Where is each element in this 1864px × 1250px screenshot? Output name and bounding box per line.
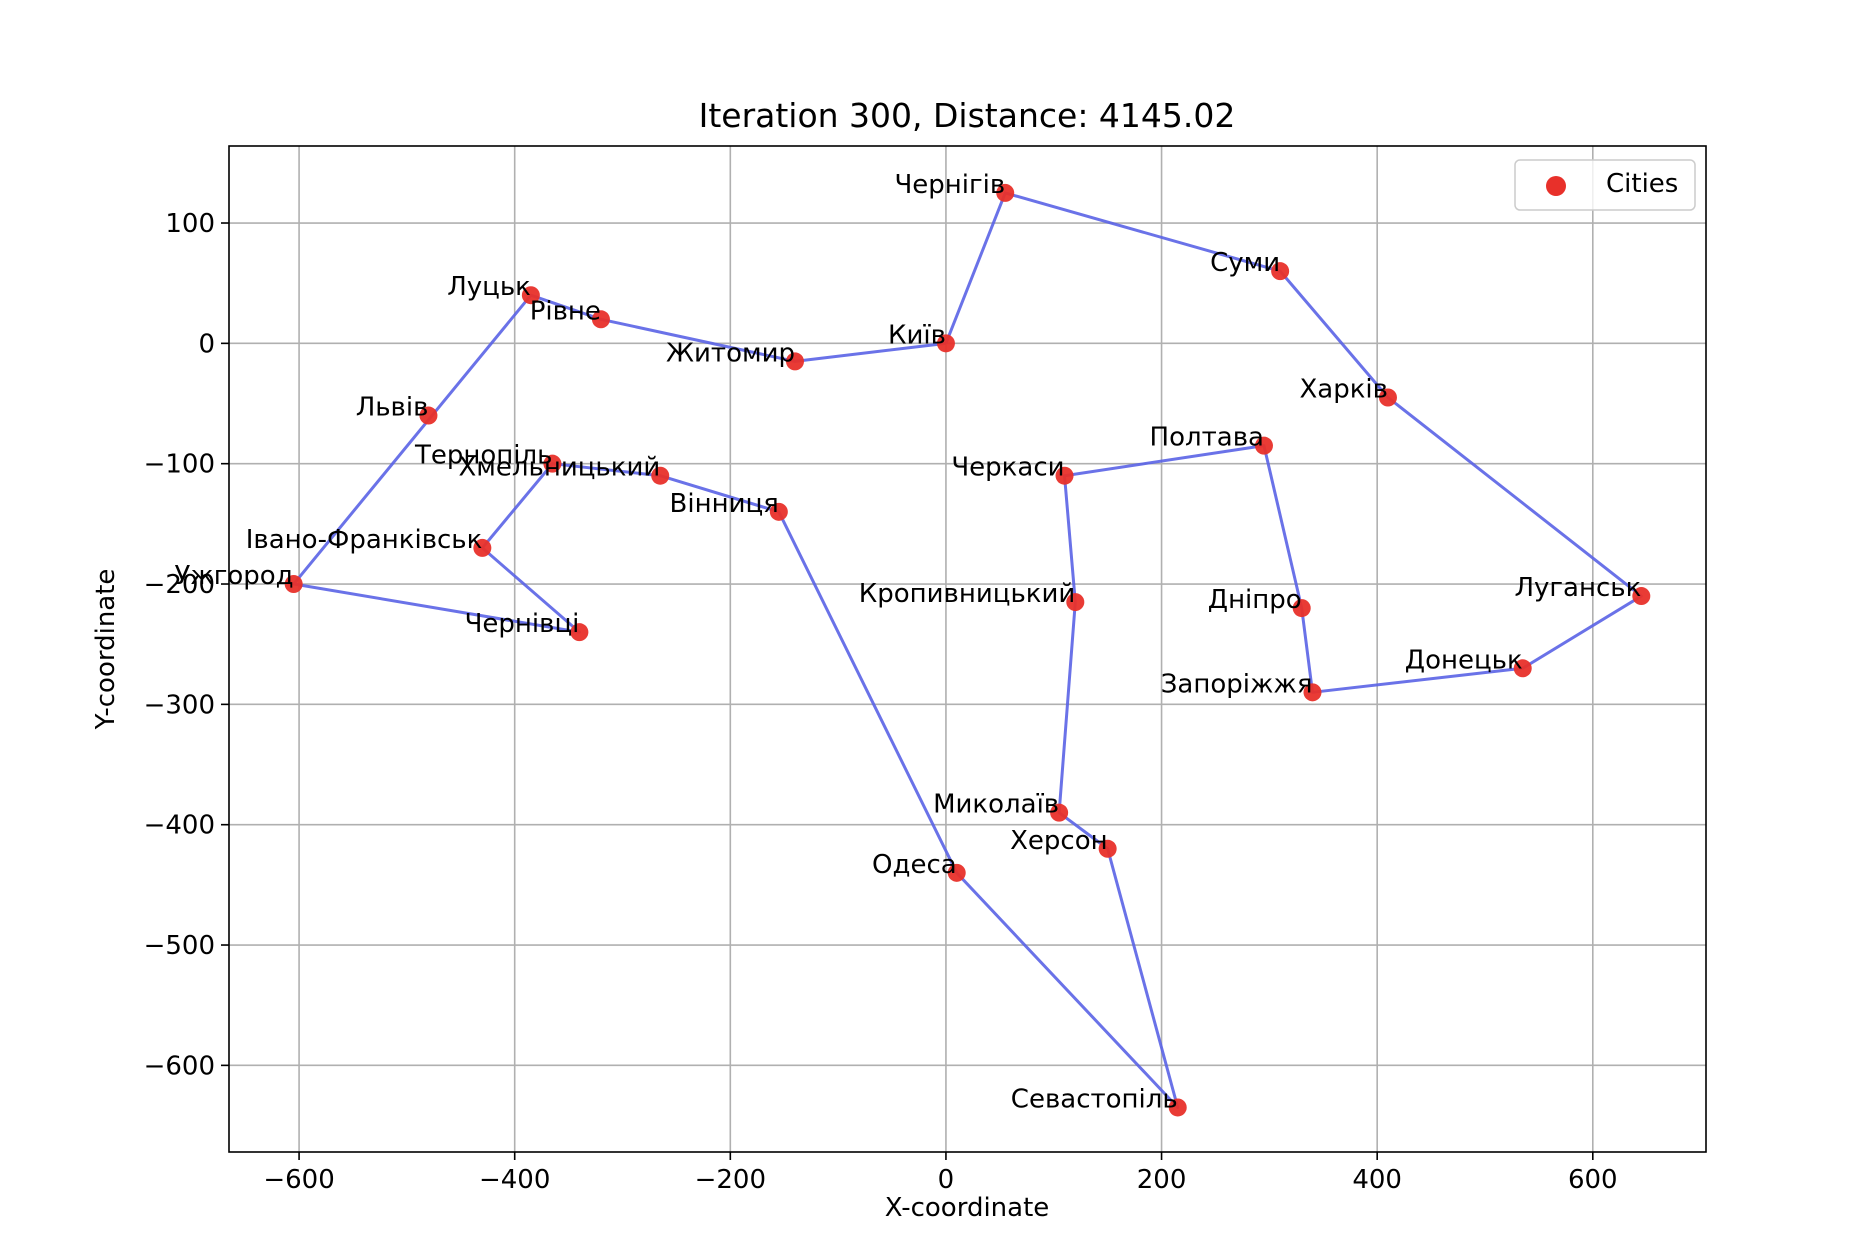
city-point (1098, 839, 1117, 858)
city-label: Полтава (1150, 423, 1264, 453)
y-tick-label: −200 (144, 570, 215, 600)
city-point (947, 863, 966, 882)
chart-title: Iteration 300, Distance: 4145.02 (699, 96, 1236, 135)
city-label: Херсон (1010, 826, 1108, 856)
y-tick-label: −400 (144, 811, 215, 841)
city-label: Черкаси (951, 453, 1064, 483)
city-label: Севастопіль (1011, 1084, 1178, 1114)
city-point (591, 310, 610, 329)
city-point (769, 502, 788, 521)
y-tick-label: −300 (144, 690, 215, 720)
city-label: Чернівці (465, 609, 580, 639)
city-label: Миколаїв (933, 790, 1059, 820)
city-point (996, 183, 1015, 202)
city-label: Львів (356, 393, 429, 423)
city-point (1168, 1098, 1187, 1117)
city-point (1513, 659, 1532, 678)
city-point (786, 352, 805, 371)
city-point (1292, 599, 1311, 618)
city-point (543, 454, 562, 473)
city-label: Хмельницький (458, 453, 660, 483)
city-label: Кропивницький (859, 579, 1076, 609)
grid-layer (229, 146, 1706, 1152)
city-point (1632, 587, 1651, 606)
city-label: Київ (888, 320, 946, 350)
legend-marker (1546, 176, 1566, 196)
city-label: Чернігів (894, 170, 1005, 200)
x-tick-label: −400 (479, 1165, 550, 1195)
y-tick-label: 0 (198, 329, 215, 359)
y-axis-label: Y-coordinate (91, 569, 121, 731)
city-label: Дніпро (1208, 585, 1302, 615)
city-label: Суми (1210, 248, 1280, 278)
city-point (1378, 388, 1397, 407)
y-tick-label: −600 (144, 1051, 215, 1081)
city-point (473, 538, 492, 557)
city-label: Житомир (666, 338, 795, 368)
city-label: Ужгород (174, 561, 293, 591)
city-label: Донецьк (1405, 645, 1523, 675)
y-tick-label: −500 (144, 931, 215, 961)
x-tick-label: −200 (695, 1165, 766, 1195)
legend-label: Cities (1606, 169, 1678, 199)
city-point (1254, 436, 1273, 455)
city-point (570, 623, 589, 642)
city-label: Харків (1299, 375, 1388, 405)
x-tick-label: −600 (263, 1165, 334, 1195)
x-tick-label: 600 (1568, 1165, 1618, 1195)
x-axis-label: X-coordinate (885, 1193, 1050, 1223)
city-point (1055, 466, 1074, 485)
x-tick-label: 400 (1352, 1165, 1402, 1195)
city-point (1271, 262, 1290, 281)
city-label: Луганськ (1514, 573, 1641, 603)
city-label: Тернопіль (414, 441, 552, 471)
city-point (521, 286, 540, 305)
tick-layer: −600 −400 −200 0 200 400 600 100 0 −100 −200 −300 −4… (144, 209, 1618, 1195)
legend: Cities (1514, 159, 1696, 211)
plot-frame (228, 145, 1707, 1153)
city-point (419, 406, 438, 425)
city-label: Вінниця (670, 489, 779, 519)
city-label: Луцьк (447, 272, 531, 302)
x-tick-label: 200 (1137, 1165, 1187, 1195)
city-label: Рівне (530, 296, 601, 326)
city-label: Івано-Франківськ (246, 525, 483, 555)
city-label: Одеса (872, 850, 957, 880)
city-label: Запоріжжя (1161, 669, 1313, 699)
city-point (1050, 803, 1069, 822)
x-tick-label: 0 (938, 1165, 955, 1195)
city-point (1066, 593, 1085, 612)
city-point (651, 466, 670, 485)
point-layer (284, 183, 1651, 1117)
city-point (936, 334, 955, 353)
city-point (1303, 683, 1322, 702)
y-tick-label: −100 (144, 450, 215, 480)
city-point (284, 575, 303, 594)
y-tick-label: 100 (165, 209, 215, 239)
legend-box (1514, 159, 1696, 211)
